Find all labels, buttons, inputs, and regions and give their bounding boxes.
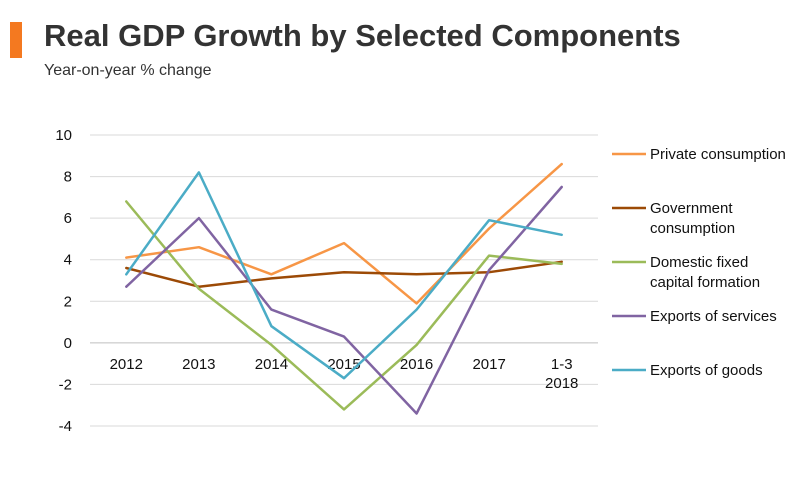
series-line-private-consumption <box>125 162 563 305</box>
series-lines <box>125 162 563 415</box>
y-axis-ticks: -4 -2 0 2 4 6 8 10 <box>55 127 72 435</box>
gridlines <box>90 134 598 427</box>
x-tick-label: 2014 <box>255 356 288 373</box>
chart-title: Real GDP Growth by Selected Components <box>44 18 681 53</box>
x-tick-label: 2016 <box>400 356 433 373</box>
legend-label-private-consumption: Private consumption <box>650 146 786 163</box>
series-line-government-consumption <box>125 260 563 288</box>
x-axis-ticks: 2012 2013 2014 2015 2016 2017 1-3 2018 <box>110 356 579 392</box>
legend: Private consumption Government consumption… <box>612 146 786 379</box>
x-tick-label: 2012 <box>110 356 143 373</box>
x-tick-label: 2013 <box>182 356 215 373</box>
y-tick-label: 2 <box>64 293 72 310</box>
series-line-exports-of-services <box>125 185 563 415</box>
y-tick-label: 6 <box>64 210 72 227</box>
legend-label-domestic-fixed-capital-formation: Domestic fixed capital formation <box>650 254 760 291</box>
y-tick-label: 4 <box>64 252 72 269</box>
legend-label-exports-of-goods: Exports of goods <box>650 362 763 379</box>
series-line-domestic-fixed-capital-formation <box>125 200 563 411</box>
y-tick-label: -2 <box>59 376 72 393</box>
legend-label-government-consumption: Government consumption <box>650 200 735 237</box>
y-tick-label: 8 <box>64 169 72 186</box>
x-tick-label: 2017 <box>472 356 505 373</box>
legend-label-exports-of-services: Exports of services <box>650 308 777 325</box>
series-line-exports-of-goods <box>125 171 563 380</box>
y-tick-label: 10 <box>55 127 72 144</box>
y-tick-label: -4 <box>59 418 72 435</box>
chart-subtitle: Year-on-year % change <box>44 62 212 79</box>
y-tick-label: 0 <box>64 335 72 352</box>
title-accent-bar <box>10 22 22 58</box>
x-tick-label: 1-3 2018 <box>545 356 578 392</box>
